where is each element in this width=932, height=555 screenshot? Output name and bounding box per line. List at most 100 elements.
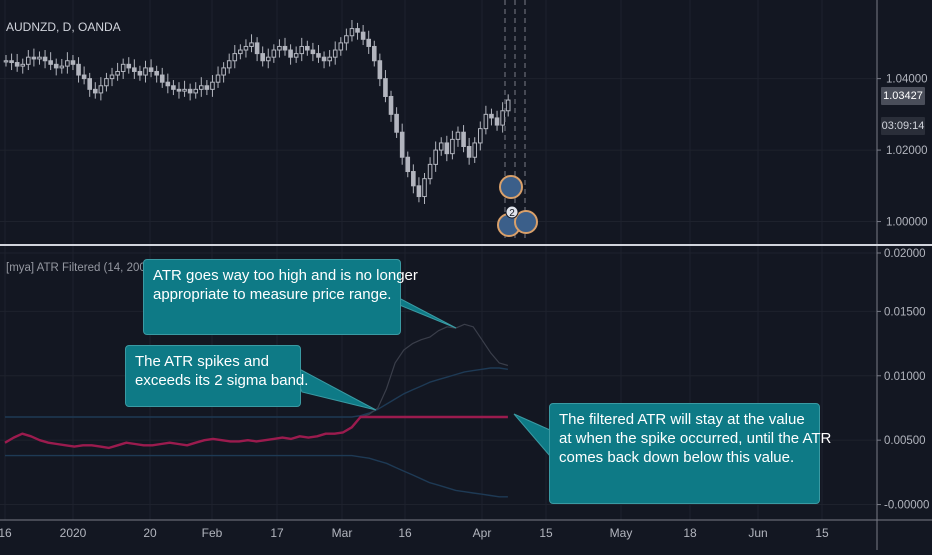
callout-high-atr: ATR goes way too high and is no longer a… bbox=[143, 259, 418, 335]
callout-spike-line1: The ATR spikes and bbox=[135, 353, 269, 370]
candle-body bbox=[399, 131, 405, 158]
candle-body bbox=[81, 74, 87, 80]
candle-body bbox=[316, 53, 321, 58]
x-tick-label: Apr bbox=[473, 526, 492, 540]
x-tick-label: Feb bbox=[202, 526, 223, 540]
candle-body bbox=[271, 49, 277, 58]
lower-band-line bbox=[5, 454, 508, 498]
candle-body bbox=[65, 60, 70, 67]
price-y-tick-label: 1.02000 bbox=[886, 145, 928, 157]
candle-body bbox=[148, 67, 154, 72]
candle-body bbox=[293, 53, 299, 58]
price-y-tick-label: 1.00000 bbox=[886, 217, 928, 229]
filtered-atr-line bbox=[4, 415, 508, 450]
atr-y-tick-label: 0.00500 bbox=[884, 435, 926, 447]
candle-body bbox=[265, 56, 271, 62]
price-y-tick-label: 1.04000 bbox=[886, 74, 928, 86]
atr-y-tick-label: 0.02000 bbox=[884, 248, 926, 260]
candle-body bbox=[444, 142, 450, 155]
callout-high-atr-line1: ATR goes way too high and is no longer bbox=[153, 267, 418, 284]
candle-body bbox=[159, 74, 165, 83]
candle-body bbox=[238, 49, 243, 55]
candle-body bbox=[3, 60, 9, 63]
candle-body bbox=[70, 60, 76, 65]
candle-body bbox=[126, 63, 132, 69]
candle-body bbox=[332, 49, 338, 58]
candle-body bbox=[187, 88, 193, 94]
candle-body bbox=[422, 178, 427, 198]
candle-body bbox=[215, 74, 221, 83]
candle-body bbox=[388, 95, 394, 115]
candle-body bbox=[383, 78, 388, 97]
candle-body bbox=[59, 65, 65, 69]
candle-body bbox=[14, 62, 20, 67]
candle-body bbox=[505, 99, 511, 112]
candle-body bbox=[416, 185, 422, 198]
candle-body bbox=[165, 81, 171, 87]
event-count-badge[interactable] bbox=[505, 205, 519, 219]
candle-body bbox=[98, 85, 104, 94]
candle-body bbox=[76, 63, 81, 76]
candle-body bbox=[450, 138, 455, 155]
candle-body bbox=[109, 74, 115, 80]
candle-body bbox=[37, 56, 42, 60]
atr-lines bbox=[4, 323, 509, 498]
candle-body bbox=[327, 56, 332, 62]
x-tick-label: 17 bbox=[270, 526, 284, 540]
candle-body bbox=[232, 53, 238, 62]
candle-body bbox=[321, 56, 327, 62]
candle-body bbox=[371, 45, 377, 62]
candle-body bbox=[132, 67, 137, 72]
candle-body bbox=[478, 128, 483, 144]
candle-body bbox=[20, 63, 26, 67]
callout-spike-line2: exceeds its 2 sigma band. bbox=[135, 372, 309, 389]
economic-event-icon[interactable] bbox=[499, 175, 523, 199]
candle-body bbox=[349, 28, 355, 37]
candle-body bbox=[154, 70, 159, 76]
candle-body bbox=[472, 142, 478, 158]
callout-spike: The ATR spikes and exceeds its 2 sigma b… bbox=[125, 345, 309, 407]
candle-body bbox=[411, 171, 416, 187]
candle-body bbox=[53, 63, 59, 69]
candle-body bbox=[199, 85, 204, 90]
candle-body bbox=[494, 117, 500, 126]
symbol-title: AUDNZD, D, OANDA bbox=[6, 20, 121, 34]
economic-event-icon[interactable] bbox=[514, 210, 538, 234]
candle-body bbox=[310, 49, 316, 55]
candle-body bbox=[394, 113, 399, 133]
x-tick-label: May bbox=[610, 526, 633, 540]
event-markers[interactable]: 2 bbox=[497, 0, 538, 238]
indicator-title: [mya] ATR Filtered (14, 200, 2) bbox=[6, 262, 163, 274]
upper-band-line bbox=[5, 367, 509, 418]
callout-filtered-line3: comes back down below this value. bbox=[559, 449, 795, 466]
candle-body bbox=[226, 60, 232, 69]
candle-body bbox=[338, 42, 344, 51]
callout-filtered-line2: at when the spike occurred, until the AT… bbox=[559, 430, 832, 447]
candle-body bbox=[299, 45, 305, 55]
x-tick-label: 2020 bbox=[60, 526, 87, 540]
x-tick-label: 15 bbox=[539, 526, 553, 540]
atr-y-tick-label: 0.01500 bbox=[884, 306, 926, 318]
callout-filtered: The filtered ATR will stay at the value … bbox=[549, 403, 832, 504]
candle-body bbox=[366, 38, 371, 47]
candle-body bbox=[9, 60, 14, 64]
candle-body bbox=[483, 113, 489, 130]
candle-body bbox=[143, 67, 148, 76]
candle-body bbox=[204, 85, 210, 90]
candle-body bbox=[115, 70, 120, 76]
x-tick-label: 16 bbox=[398, 526, 412, 540]
candle-body bbox=[461, 131, 466, 148]
candle-body bbox=[466, 146, 472, 158]
candle-body bbox=[500, 110, 505, 126]
candle-body bbox=[355, 28, 360, 33]
last-price-tag: 1.03427 bbox=[881, 87, 925, 105]
x-tick-label: Mar bbox=[332, 526, 353, 540]
callout-high-atr-line2: appropriate to measure price range. bbox=[153, 286, 392, 303]
candle-body bbox=[405, 156, 411, 173]
atr-y-tick-label: -0.00000 bbox=[884, 500, 929, 512]
candle-body bbox=[260, 53, 265, 62]
candle-body bbox=[243, 45, 249, 51]
candle-body bbox=[377, 60, 383, 80]
candle-body bbox=[455, 131, 461, 140]
candle-body bbox=[137, 70, 143, 76]
